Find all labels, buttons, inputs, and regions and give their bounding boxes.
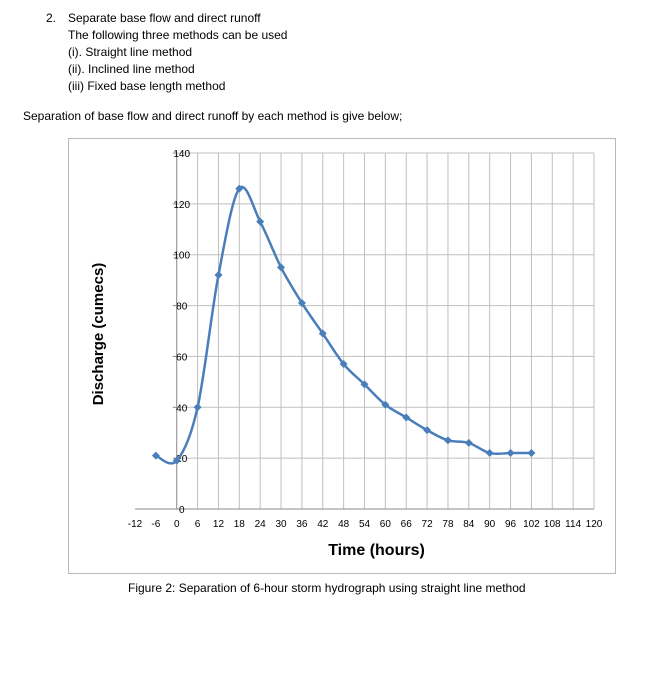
data-point [423,426,432,435]
data-point [277,263,286,272]
data-point [381,400,390,409]
data-point [318,329,327,338]
x-tick-label: 60 [380,519,392,530]
x-tick-label: -12 [128,519,143,530]
data-point [151,451,160,460]
x-tick-label: 120 [586,519,603,530]
data-point [256,217,265,226]
x-tick-label: 114 [565,519,581,530]
y-tick-label: 100 [173,251,190,262]
x-tick-label: 12 [213,519,225,530]
x-tick-label: 42 [317,519,329,530]
x-tick-label: -6 [151,519,160,530]
x-tick-label: 18 [234,519,246,530]
data-point [235,184,244,193]
x-tick-label: 108 [544,519,561,530]
x-tick-label: 24 [255,519,267,530]
data-point [297,299,306,308]
data-point [339,360,348,369]
intro-heading-line: 2. Separate base flow and direct runoff [46,10,287,27]
y-tick-label: 40 [176,403,188,414]
y-axis-title: Discharge (cumecs) [90,263,107,406]
section-heading: Separate base flow and direct runoff [68,11,261,25]
data-point [464,438,473,447]
x-tick-label: 90 [484,519,496,530]
y-tick-label: 60 [176,352,188,363]
x-tick-label: 102 [523,519,540,530]
x-tick-label: 78 [442,519,454,530]
y-tick-label: 20 [176,454,188,465]
data-point [172,456,181,465]
data-point [443,436,452,445]
separation-text: Separation of base flow and direct runof… [23,109,403,123]
figure-caption: Figure 2: Separation of 6-hour storm hyd… [128,581,526,595]
x-tick-label: 6 [195,519,201,530]
y-tick-label: 120 [173,200,190,211]
method-item: (i). Straight line method [68,45,193,59]
x-tick-label: 84 [463,519,475,530]
chart-frame: 0 20 40 60 80 100 120 140 -12 -6 0 6 12 18 24 30 36 42 48 5… [68,138,616,574]
method-item: (ii). Inclined line method [68,62,195,76]
x-tick-label: 30 [275,519,287,530]
x-tick-label: 66 [401,519,413,530]
x-axis-title: Time (hours) [328,542,425,559]
method-item: (iii) Fixed base length method [68,79,226,93]
x-tick-label: 54 [359,519,371,530]
x-tick-label: 36 [296,519,308,530]
data-point [214,271,223,280]
data-point [402,413,411,422]
x-tick-label: 96 [505,519,517,530]
data-point [506,449,515,458]
x-tick-label: 0 [174,519,180,530]
section-number: 2. [46,11,57,25]
x-tick-label: 48 [338,519,350,530]
data-point [193,403,202,412]
intro-block: 2. Separate base flow and direct runoff T… [46,10,287,95]
y-tick-label: 140 [173,149,190,160]
data-point [527,449,536,458]
section-subheading: The following three methods can be used [68,28,288,42]
x-tick-label: 72 [422,519,434,530]
y-tick-label: 80 [176,302,188,313]
data-point [485,449,494,458]
y-tick-label: 0 [179,505,185,516]
data-point [360,380,369,389]
